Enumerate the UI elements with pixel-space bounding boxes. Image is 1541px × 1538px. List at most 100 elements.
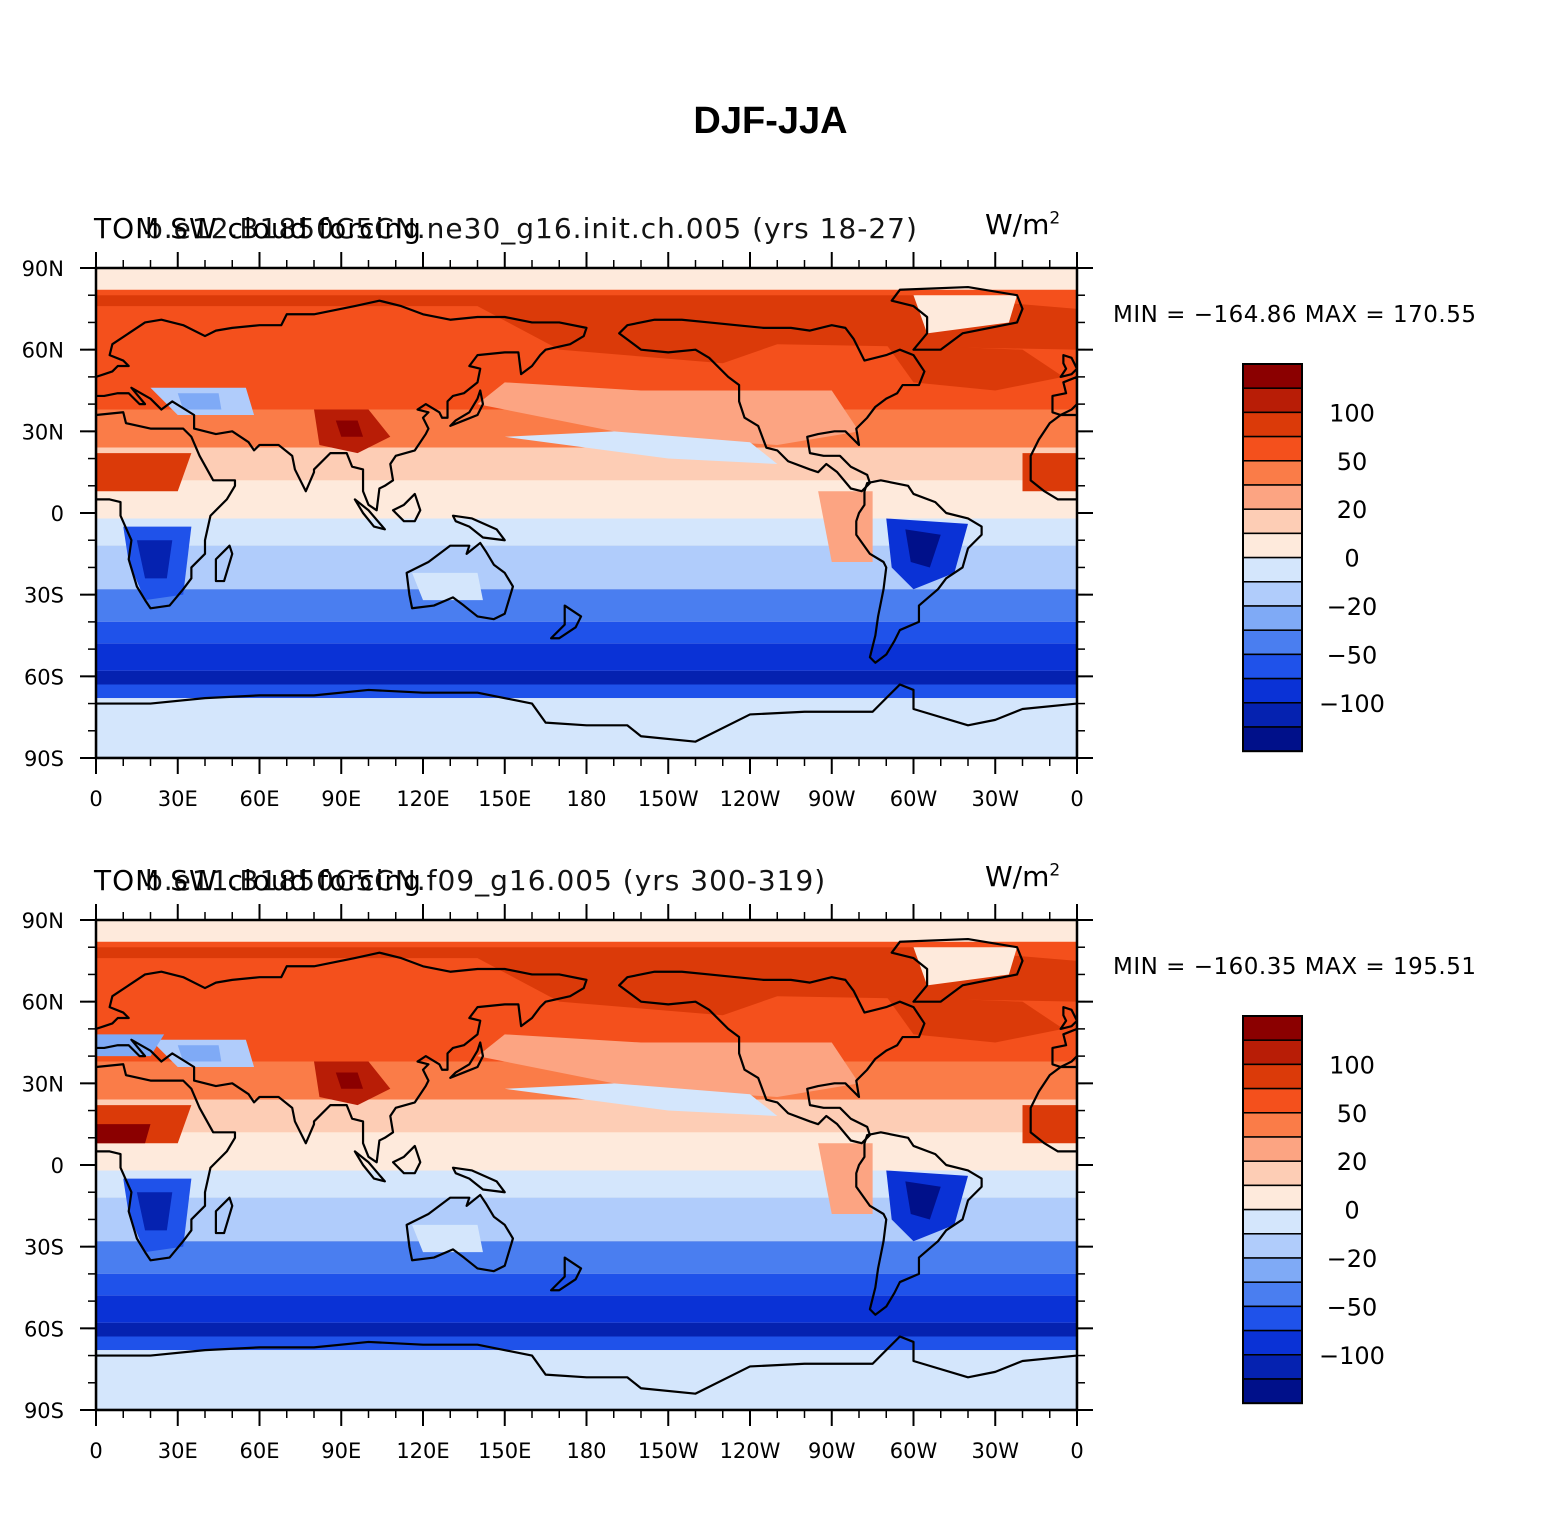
- lon-tick-label: 0: [89, 1439, 102, 1463]
- field-contour: [136, 540, 173, 579]
- colorbar-box: [1242, 1378, 1303, 1404]
- lat-tick-label: 90S: [24, 1399, 64, 1423]
- colorbar-box: [1242, 484, 1303, 510]
- colorbar-box: [1242, 1184, 1303, 1211]
- coastline: [449, 1041, 485, 1079]
- coastline: [353, 1150, 386, 1183]
- coastline: [391, 492, 422, 523]
- field-contour: [335, 1072, 364, 1089]
- lat-tick-label: 60S: [24, 1317, 64, 1341]
- colorbar-box: [1242, 1233, 1303, 1259]
- panel-1-plot: 0 30E 60E 90E 120E 150E 180 150W 120W 90W 60W 30W 0 9…: [22, 252, 1385, 811]
- coastline: [353, 498, 386, 531]
- colorbar-label: 100: [1329, 399, 1375, 427]
- lon-tick-label: 60E: [240, 787, 280, 811]
- colorbar-box: [1242, 726, 1303, 752]
- field-contour: [913, 295, 1018, 334]
- coastline: [449, 389, 485, 427]
- lat-tick-label: 90N: [22, 909, 64, 933]
- colorbar-frame: [1242, 363, 1303, 753]
- field-contour: [335, 420, 364, 437]
- coastline: [96, 299, 588, 512]
- field-contour: [477, 382, 859, 445]
- field-contour: [886, 996, 1064, 1043]
- lat-tick-label: 30S: [24, 584, 64, 608]
- lat-tick-label: 60N: [22, 339, 64, 363]
- coastline: [96, 1335, 1077, 1410]
- lat-tick-label: 60N: [22, 991, 64, 1015]
- colorbar-label: −50: [1327, 641, 1378, 669]
- colorbar-box: [1242, 556, 1303, 583]
- field-contour: [96, 1361, 1077, 1410]
- colorbar-box: [1242, 677, 1303, 704]
- colorbar-label: 20: [1337, 496, 1368, 524]
- colorbar-box: [1242, 411, 1303, 438]
- field-contour: [96, 709, 1077, 758]
- colorbar-label: −100: [1319, 690, 1385, 718]
- lon-tick-label: 60E: [240, 1439, 280, 1463]
- field-contour: [96, 684, 1077, 699]
- coastline: [1059, 1006, 1077, 1030]
- colorbar-box: [1242, 581, 1303, 607]
- field-contour: [96, 1124, 151, 1144]
- colorbar-box: [1242, 653, 1303, 680]
- lon-tick-label: 30E: [158, 1439, 198, 1463]
- colorbar-box: [1242, 1087, 1303, 1114]
- coastline: [1051, 375, 1077, 417]
- lon-tick-label: 180: [566, 787, 606, 811]
- colorbar-box: [1242, 1208, 1303, 1235]
- panel-1-variable-title: TOM SW cloud forcing: [94, 212, 422, 245]
- coastline: [855, 479, 983, 664]
- field-fill: [96, 920, 1077, 1410]
- lon-tick-label: 120W: [720, 787, 781, 811]
- colorbar-box: [1242, 1112, 1303, 1138]
- colorbar-box: [1242, 1136, 1303, 1162]
- field-contour: [818, 1143, 873, 1214]
- field-contour: [96, 1241, 1077, 1274]
- field-contour: [504, 431, 778, 464]
- lat-tick-label: 30N: [22, 1072, 64, 1096]
- colorbar-box: [1242, 1063, 1303, 1090]
- colorbar-box: [1242, 1305, 1303, 1332]
- coastline: [618, 970, 926, 1145]
- coastline: [96, 1063, 237, 1262]
- colorbar-box: [1242, 605, 1303, 631]
- coastline: [1029, 413, 1077, 501]
- field-contour: [96, 453, 192, 492]
- lon-tick-label: 30E: [158, 787, 198, 811]
- coastline: [1051, 1027, 1077, 1069]
- lon-tick-label: 60W: [890, 787, 938, 811]
- panel-2-plot: 0 30E 60E 90E 120E 150E 180 150W 120W 90W 60W 30W 0 9…: [22, 904, 1385, 1463]
- lon-tick-label: 120E: [396, 1439, 449, 1463]
- coastline: [405, 541, 515, 621]
- colorbar-box: [1242, 1354, 1303, 1380]
- field-fill: [96, 268, 1077, 758]
- field-contour: [96, 1336, 1077, 1351]
- panel-2-variable-title: TOM SW cloud forcing: [94, 864, 422, 897]
- lon-tick-label: 0: [89, 787, 102, 811]
- field-contour: [96, 1295, 1077, 1323]
- field-contour: [96, 268, 1077, 290]
- panel-1-case-title: b.e12.B1850C5CN.ne30_g16.init.ch.005 (yr…: [145, 212, 918, 245]
- colorbar-box: [1242, 460, 1303, 486]
- lat-tick-label: 30N: [22, 420, 64, 444]
- lon-tick-label: 90W: [808, 1439, 856, 1463]
- lon-tick-label: 180: [566, 1439, 606, 1463]
- panel-1-unit: W/m2: [985, 208, 1061, 241]
- colorbar-box: [1242, 363, 1303, 389]
- coastline: [549, 1256, 583, 1292]
- lon-tick-label: 30W: [972, 787, 1020, 811]
- lon-tick-label: 0: [1070, 1439, 1083, 1463]
- colorbar-box: [1242, 1039, 1303, 1066]
- coastline: [1029, 1065, 1077, 1153]
- field-contour: [136, 1192, 173, 1231]
- field-contour: [504, 1083, 778, 1116]
- colorbar-label: 100: [1329, 1051, 1375, 1079]
- lat-tick-label: 90S: [24, 747, 64, 771]
- field-contour: [177, 393, 222, 410]
- colorbar-box: [1242, 702, 1303, 728]
- lon-tick-label: 90W: [808, 787, 856, 811]
- field-contour: [96, 1322, 1077, 1337]
- colorbar-box: [1242, 435, 1303, 462]
- coastline: [96, 411, 237, 610]
